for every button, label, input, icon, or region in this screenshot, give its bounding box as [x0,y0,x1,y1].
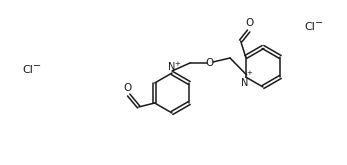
Text: N: N [241,78,248,88]
Text: +: + [247,70,253,76]
Text: +: + [174,61,180,67]
Text: Cl: Cl [23,65,33,75]
Text: N: N [168,62,176,71]
Text: O: O [206,58,214,68]
Text: O: O [246,18,254,28]
Text: −: − [33,61,41,71]
Text: O: O [124,83,132,93]
Text: Cl: Cl [305,22,315,32]
Text: −: − [315,18,323,28]
